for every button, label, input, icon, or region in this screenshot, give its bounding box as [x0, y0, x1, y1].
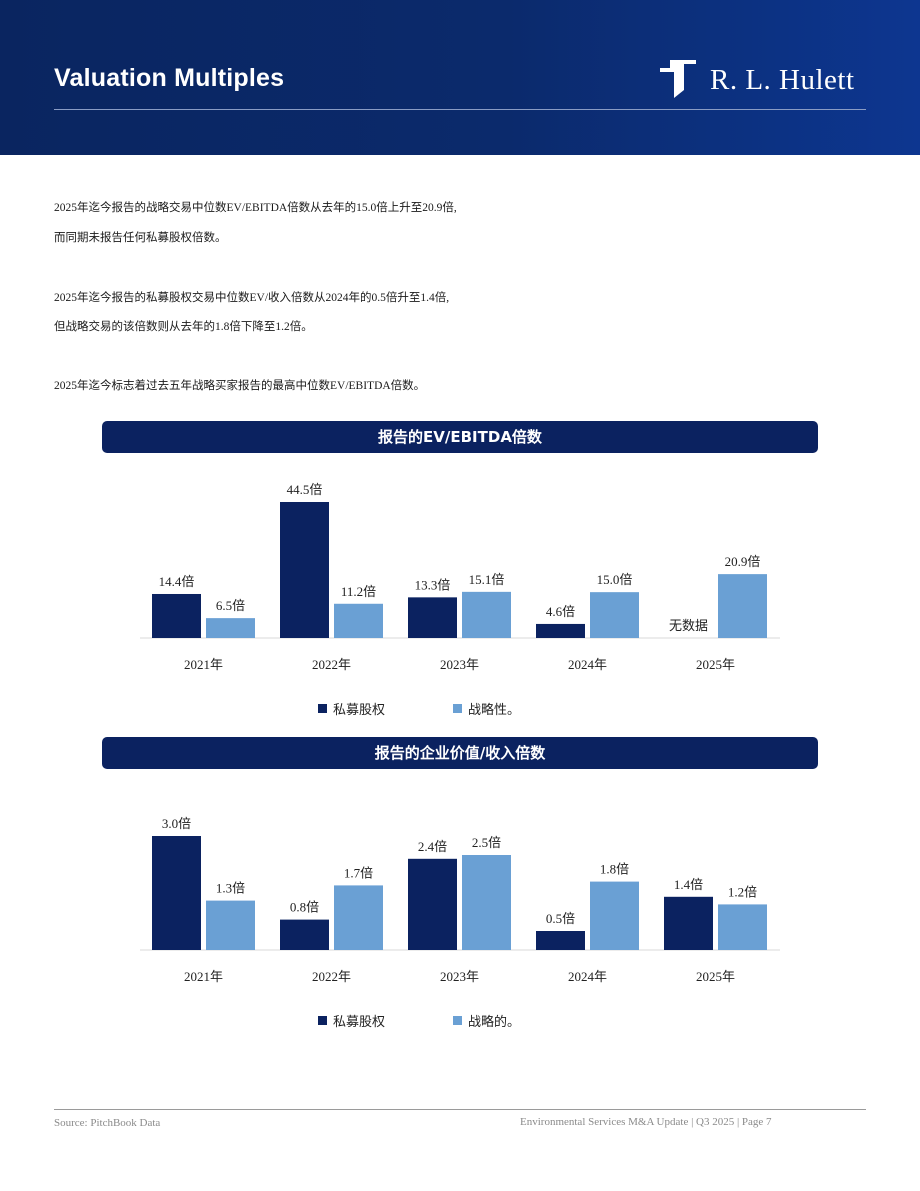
bar-private-equity — [408, 597, 457, 638]
bar-private-equity — [408, 858, 457, 950]
category-label: 2022年 — [312, 657, 351, 672]
category-label: 2023年 — [440, 969, 479, 984]
bar-private-equity — [152, 593, 201, 638]
paragraph-1b: 而同期未报告任何私募股权倍数。 — [54, 232, 227, 244]
bar-private-equity — [280, 919, 329, 950]
bar-private-equity — [664, 896, 713, 950]
data-label: 44.5倍 — [287, 482, 323, 497]
category-label: 2024年 — [568, 657, 607, 672]
data-label: 15.1倍 — [469, 572, 505, 587]
data-label: 1.2倍 — [728, 884, 757, 899]
paragraph-3: 2025年迄今标志着过去五年战略买家报告的最高中位数EV/EBITDA倍数。 — [54, 380, 426, 392]
legend-label: 战略的。 — [468, 1014, 520, 1029]
legend-swatch — [453, 1016, 462, 1025]
data-label: 3.0倍 — [162, 816, 191, 831]
paragraph-2a: 2025年迄今报告的私募股权交易中位数EV/收入倍数从2024年的0.5倍升至1… — [54, 292, 450, 304]
data-label: 14.4倍 — [159, 574, 195, 589]
paragraph-1a: 2025年迄今报告的战略交易中位数EV/EBITDA倍数从去年的15.0倍上升至… — [54, 202, 457, 214]
data-label: 4.6倍 — [546, 604, 575, 619]
footer-divider — [54, 1109, 866, 1110]
legend-label: 私募股权 — [333, 702, 385, 717]
category-label: 2022年 — [312, 969, 351, 984]
bar-private-equity — [536, 931, 585, 950]
page-header: Valuation Multiples R. L. Hulett — [0, 0, 920, 155]
data-label: 15.0倍 — [597, 572, 633, 587]
data-label: 1.3倍 — [216, 881, 245, 896]
bar-strategic — [462, 855, 511, 950]
bar-strategic — [206, 900, 255, 950]
data-label: 13.3倍 — [415, 577, 451, 592]
company-logo: R. L. Hulett — [658, 60, 855, 100]
data-label: 1.4倍 — [674, 877, 703, 892]
category-label: 2025年 — [696, 657, 735, 672]
data-label: 无数据 — [669, 618, 708, 633]
legend-swatch — [453, 704, 462, 713]
chart-1-title: 报告的EV/EBITDA倍数 — [102, 421, 818, 453]
bar-strategic — [590, 881, 639, 950]
ev-ebitda-chart: 14.4倍 6.5倍 2021年 44.5倍 11.2倍 2022年 13.3倍 15.1倍 2… — [0, 460, 920, 730]
bar-strategic — [718, 904, 767, 950]
bar-strategic — [334, 603, 383, 638]
bar-strategic — [462, 591, 511, 638]
data-label: 1.8倍 — [600, 862, 629, 877]
category-label: 2025年 — [696, 969, 735, 984]
footer-source: Source: PitchBook Data — [54, 1117, 161, 1129]
chart-svg: 14.4倍 6.5倍 2021年 44.5倍 11.2倍 2022年 13.3倍 15.1倍 2… — [140, 482, 780, 717]
data-label: 1.7倍 — [344, 865, 373, 880]
page-title: Valuation Multiples — [54, 64, 285, 92]
chart-svg: 3.0倍 1.3倍 2021年 0.8倍 1.7倍 2022年 2.4倍 2.5倍 2023年 0… — [140, 816, 780, 1029]
bar-strategic — [206, 618, 255, 638]
category-label: 2024年 — [568, 969, 607, 984]
category-label: 2023年 — [440, 657, 479, 672]
logo-text: R. L. Hulett — [710, 63, 855, 96]
footer-page-info: Environmental Services M&A Update | Q3 2… — [520, 1116, 772, 1128]
header-divider — [54, 109, 866, 110]
data-label: 2.4倍 — [418, 839, 447, 854]
data-label: 11.2倍 — [341, 584, 376, 599]
legend-swatch — [318, 1016, 327, 1025]
paragraph-2b: 但战略交易的该倍数则从去年的1.8倍下降至1.2倍。 — [54, 321, 313, 333]
category-label: 2021年 — [184, 657, 223, 672]
legend-swatch — [318, 704, 327, 713]
bar-strategic — [718, 574, 767, 638]
bar-private-equity — [536, 623, 585, 638]
ev-revenue-chart: 3.0倍 1.3倍 2021年 0.8倍 1.7倍 2022年 2.4倍 2.5倍 2023年 0… — [0, 776, 920, 1046]
data-label: 6.5倍 — [216, 598, 245, 613]
bar-private-equity — [152, 836, 201, 950]
legend-label: 战略性。 — [468, 702, 520, 717]
category-label: 2021年 — [184, 969, 223, 984]
data-label: 0.8倍 — [290, 900, 319, 915]
data-label: 2.5倍 — [472, 835, 501, 850]
bar-strategic — [334, 885, 383, 950]
bar-strategic — [590, 592, 639, 638]
bar-private-equity — [280, 502, 329, 638]
data-label: 20.9倍 — [725, 554, 761, 569]
chart-2-title: 报告的企业价值/收入倍数 — [102, 737, 818, 769]
legend-label: 私募股权 — [333, 1014, 385, 1029]
data-label: 0.5倍 — [546, 911, 575, 926]
rl-hulett-logo-mark-icon — [660, 60, 696, 98]
